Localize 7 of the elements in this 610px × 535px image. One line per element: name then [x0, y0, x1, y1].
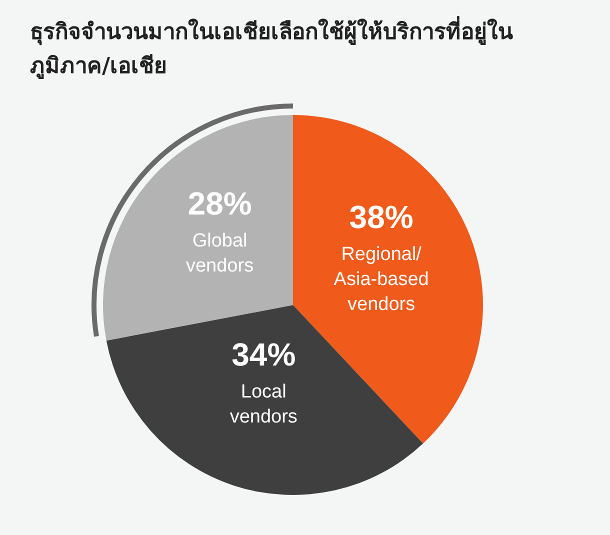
data-label: 34% — [232, 336, 296, 372]
chart-title: ธุรกิจจำนวนมากในเอเชียเลือกใช้ผู้ให้บริการที่อยู่ในภูมิภาค/เอเชีย — [30, 16, 514, 81]
data-label: 28% — [188, 185, 252, 222]
data-label: 38% — [349, 199, 414, 236]
slice-label: Regional/ Asia-based vendors — [334, 244, 429, 316]
slice-label: Local vendors — [230, 381, 298, 428]
slice-label: Global vendors — [186, 230, 254, 276]
